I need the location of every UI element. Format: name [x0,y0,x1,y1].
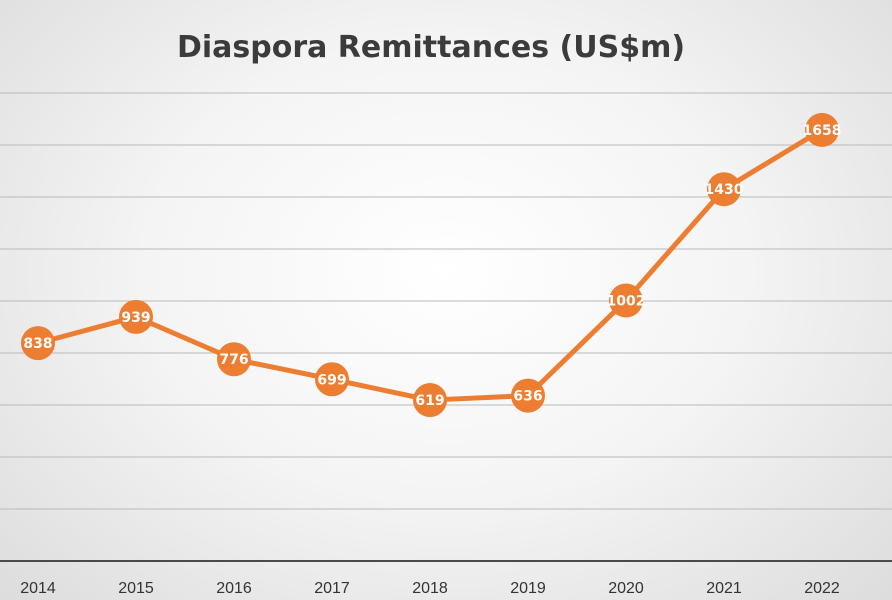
data-label-2016: 776 [219,352,248,368]
x-tick-label-2020: 2020 [608,580,644,597]
data-point-2020 [609,283,643,318]
data-point-2018 [413,383,447,418]
x-tick-label-2021: 2021 [706,580,742,597]
chart-title: Diaspora Remittances (US$m) [177,30,685,65]
series-remittances: 838 939 776 699 619 636 1002 1430 1658 [21,112,842,418]
data-label-2015: 939 [121,310,150,326]
x-tick-label-2018: 2018 [412,580,448,597]
data-label-2019: 636 [513,389,542,405]
data-point-2014 [21,326,55,361]
data-point-2017 [315,362,349,397]
x-tick-label-2016: 2016 [216,580,252,597]
data-point-2016 [217,342,251,377]
data-label-2021: 1430 [705,182,744,198]
x-tick-label-2017: 2017 [314,580,350,597]
x-tick-label-2019: 2019 [510,580,546,597]
data-point-2019 [511,378,545,413]
data-label-2022: 1658 [803,123,842,139]
x-tick-label-2015: 2015 [118,580,154,597]
data-label-2017: 699 [317,372,346,388]
x-tick-label-2022: 2022 [804,580,840,597]
data-label-2014: 838 [23,336,52,352]
data-label-2020: 1002 [607,293,646,309]
data-point-2022 [805,112,839,147]
data-label-2018: 619 [415,393,444,409]
data-point-2021 [707,172,741,207]
series-line [35,127,825,403]
gridlines [0,92,892,510]
x-tick-label-2014: 2014 [20,580,56,597]
data-point-2015 [119,299,153,334]
x-axis-tick-labels: 2014 2015 2016 2017 2018 2019 2020 2021 2022 [20,580,840,597]
